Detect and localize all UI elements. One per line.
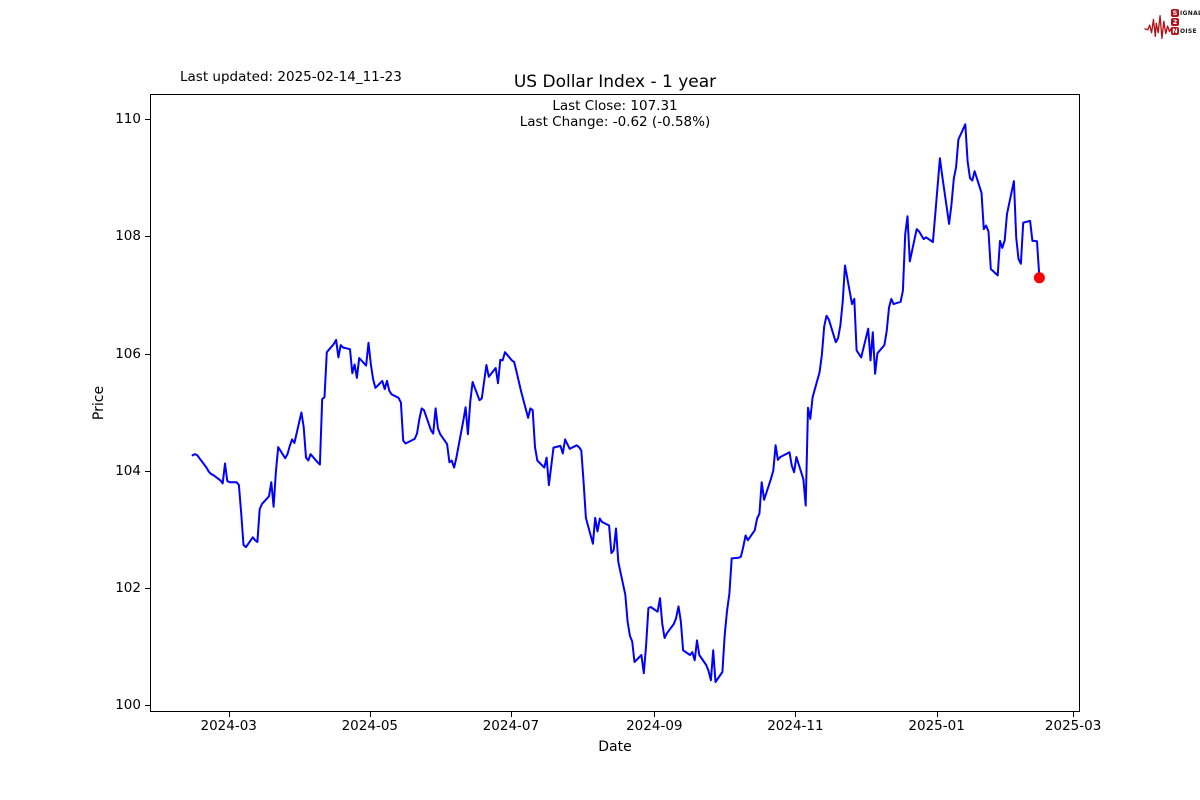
price-line — [191, 123, 1041, 683]
x-axis-label: Date — [598, 739, 632, 755]
last-updated-text: Last updated: 2025-02-14_11-23 — [180, 69, 402, 85]
logo-letterbox-s: S — [1171, 9, 1179, 17]
logo-row-noise: N OISE — [1171, 27, 1197, 35]
logo-text: S IGNAL 2 N OISE — [1171, 9, 1200, 36]
x-tick-label: 2024-09 — [626, 718, 683, 734]
logo-letterbox-2: 2 — [1171, 18, 1179, 26]
y-tick-mark — [145, 353, 150, 355]
y-tick-label: 102 — [115, 579, 141, 596]
y-tick-label: 104 — [115, 462, 141, 479]
x-tick-mark — [369, 712, 371, 717]
y-axis-label: Price — [91, 385, 107, 421]
last-close-marker — [1033, 272, 1045, 284]
x-tick-label: 2024-03 — [200, 718, 257, 734]
y-tick-label: 100 — [115, 697, 141, 713]
price-line-chart — [191, 123, 1045, 683]
x-tick-mark — [936, 712, 938, 717]
y-tick-mark — [145, 587, 150, 589]
logo-letterbox-n: N — [1171, 27, 1179, 35]
x-tick-mark — [228, 712, 230, 717]
last-close-text: Last Close: 107.31 — [552, 98, 678, 114]
last-change-text: Last Change: -0.62 (-0.58%) — [519, 113, 711, 130]
plot-area — [150, 94, 1080, 712]
logo-waveform-icon — [1144, 15, 1177, 39]
x-tick-label: 2024-05 — [341, 718, 398, 734]
y-tick-mark — [145, 119, 150, 121]
x-tick-label: 2025-03 — [1044, 718, 1102, 734]
y-tick-label: 108 — [115, 228, 141, 245]
x-tick-mark — [654, 712, 656, 717]
signal2noise-logo: S IGNAL 2 N OISE — [1144, 4, 1200, 46]
y-tick-mark — [145, 705, 150, 706]
x-tick-mark — [1073, 712, 1075, 717]
chart-title: US Dollar Index - 1 year — [513, 72, 717, 92]
x-tick-label: 2024-07 — [482, 718, 540, 734]
chart-subtitle: Last Close: 107.31 Last Change: -0.62 (-… — [150, 98, 1080, 130]
x-tick-label: 2025-01 — [908, 718, 965, 734]
y-tick-mark — [145, 236, 150, 238]
x-tick-mark — [795, 712, 797, 717]
y-tick-label: 106 — [115, 345, 141, 362]
x-tick-mark — [510, 712, 512, 717]
logo-row-2: 2 — [1171, 18, 1200, 26]
y-tick-mark — [145, 470, 150, 472]
x-tick-label: 2024-11 — [767, 718, 824, 734]
logo-row-signal: S IGNAL — [1171, 9, 1200, 17]
y-tick-label: 110 — [115, 111, 141, 128]
